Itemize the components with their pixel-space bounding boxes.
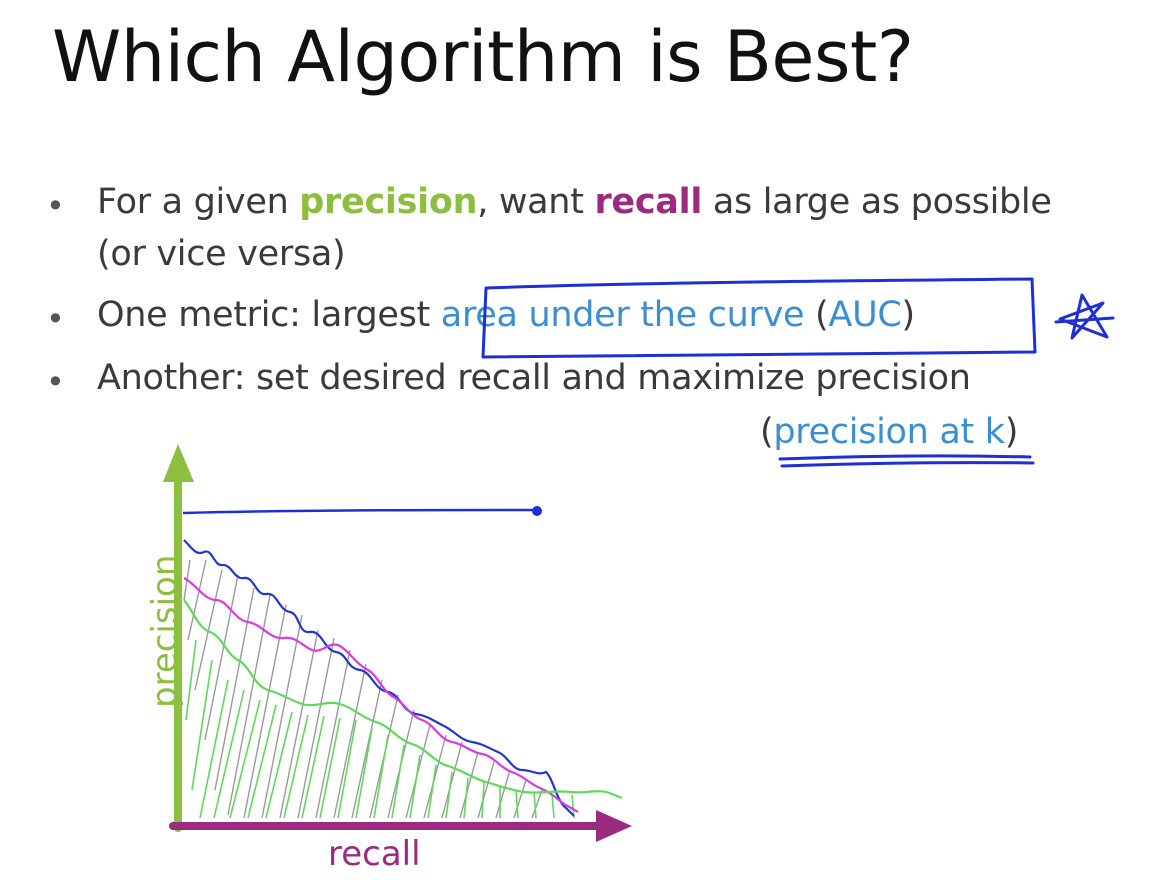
green-hatching (185, 639, 575, 819)
hand-drawn-underline (778, 454, 1035, 468)
link-precision-at-k: precision at k (773, 412, 1005, 452)
bullet-2-paren-close: ) (901, 295, 916, 335)
bullet-1-text-b: , want (477, 182, 595, 222)
bullet-1-text-c: as large as possible (702, 182, 1052, 222)
bullet-marker: • (46, 300, 65, 338)
bullet-1-text-a: For a given (97, 182, 300, 222)
bullet-1-line-2: (or vice versa) (97, 234, 346, 274)
star-icon (1054, 293, 1115, 340)
bullet-1-line-1: For a given precision, want recall as la… (97, 182, 1052, 222)
link-area-under-curve: area under the curve (440, 295, 805, 335)
ideal-line-endpoint (532, 506, 542, 516)
bullet-2-paren-open: ( (804, 295, 829, 335)
x-axis-arrowhead (596, 810, 632, 842)
chart-axes (163, 444, 632, 842)
x-axis-label: recall (328, 834, 421, 874)
hand-drawn-box (481, 277, 1037, 359)
keyword-recall: recall (594, 182, 703, 222)
curve-blue (183, 539, 575, 817)
ideal-precision-line (182, 506, 542, 516)
curve-magenta (183, 577, 579, 813)
link-auc: AUC (828, 295, 902, 335)
keyword-precision: precision (299, 182, 478, 222)
bullet-marker: • (46, 187, 65, 225)
bullet-2-line: One metric: largest area under the curve… (97, 295, 915, 335)
bullet-2-prefix: One metric: largest (97, 295, 441, 335)
y-axis-label: precision (145, 554, 185, 708)
bullet-3-paren-close: ) (1004, 412, 1019, 452)
bullet-list: • For a given precision, want recall as … (46, 182, 1052, 452)
bullet-3-line-1: Another: set desired recall and maximize… (97, 358, 971, 398)
curve-green (183, 599, 623, 800)
y-axis-arrowhead (163, 444, 194, 482)
bullet-3-paren-open: ( (760, 412, 774, 452)
slide-title: Which Algorithm is Best? (52, 16, 914, 98)
bullet-3-line-2: (precision at k) (760, 412, 1018, 452)
bullet-marker: • (46, 363, 65, 401)
